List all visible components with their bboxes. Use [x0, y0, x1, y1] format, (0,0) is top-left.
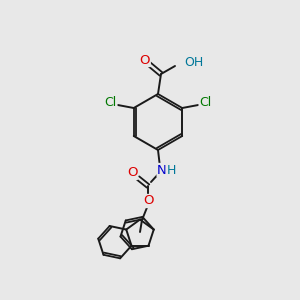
Text: Cl: Cl: [199, 97, 212, 110]
Text: O: O: [127, 167, 137, 179]
Text: O: O: [140, 53, 150, 67]
Text: O: O: [143, 194, 153, 208]
Text: Cl: Cl: [105, 97, 117, 110]
Text: H: H: [166, 164, 176, 176]
Text: N: N: [157, 164, 167, 176]
Text: OH: OH: [184, 56, 203, 70]
